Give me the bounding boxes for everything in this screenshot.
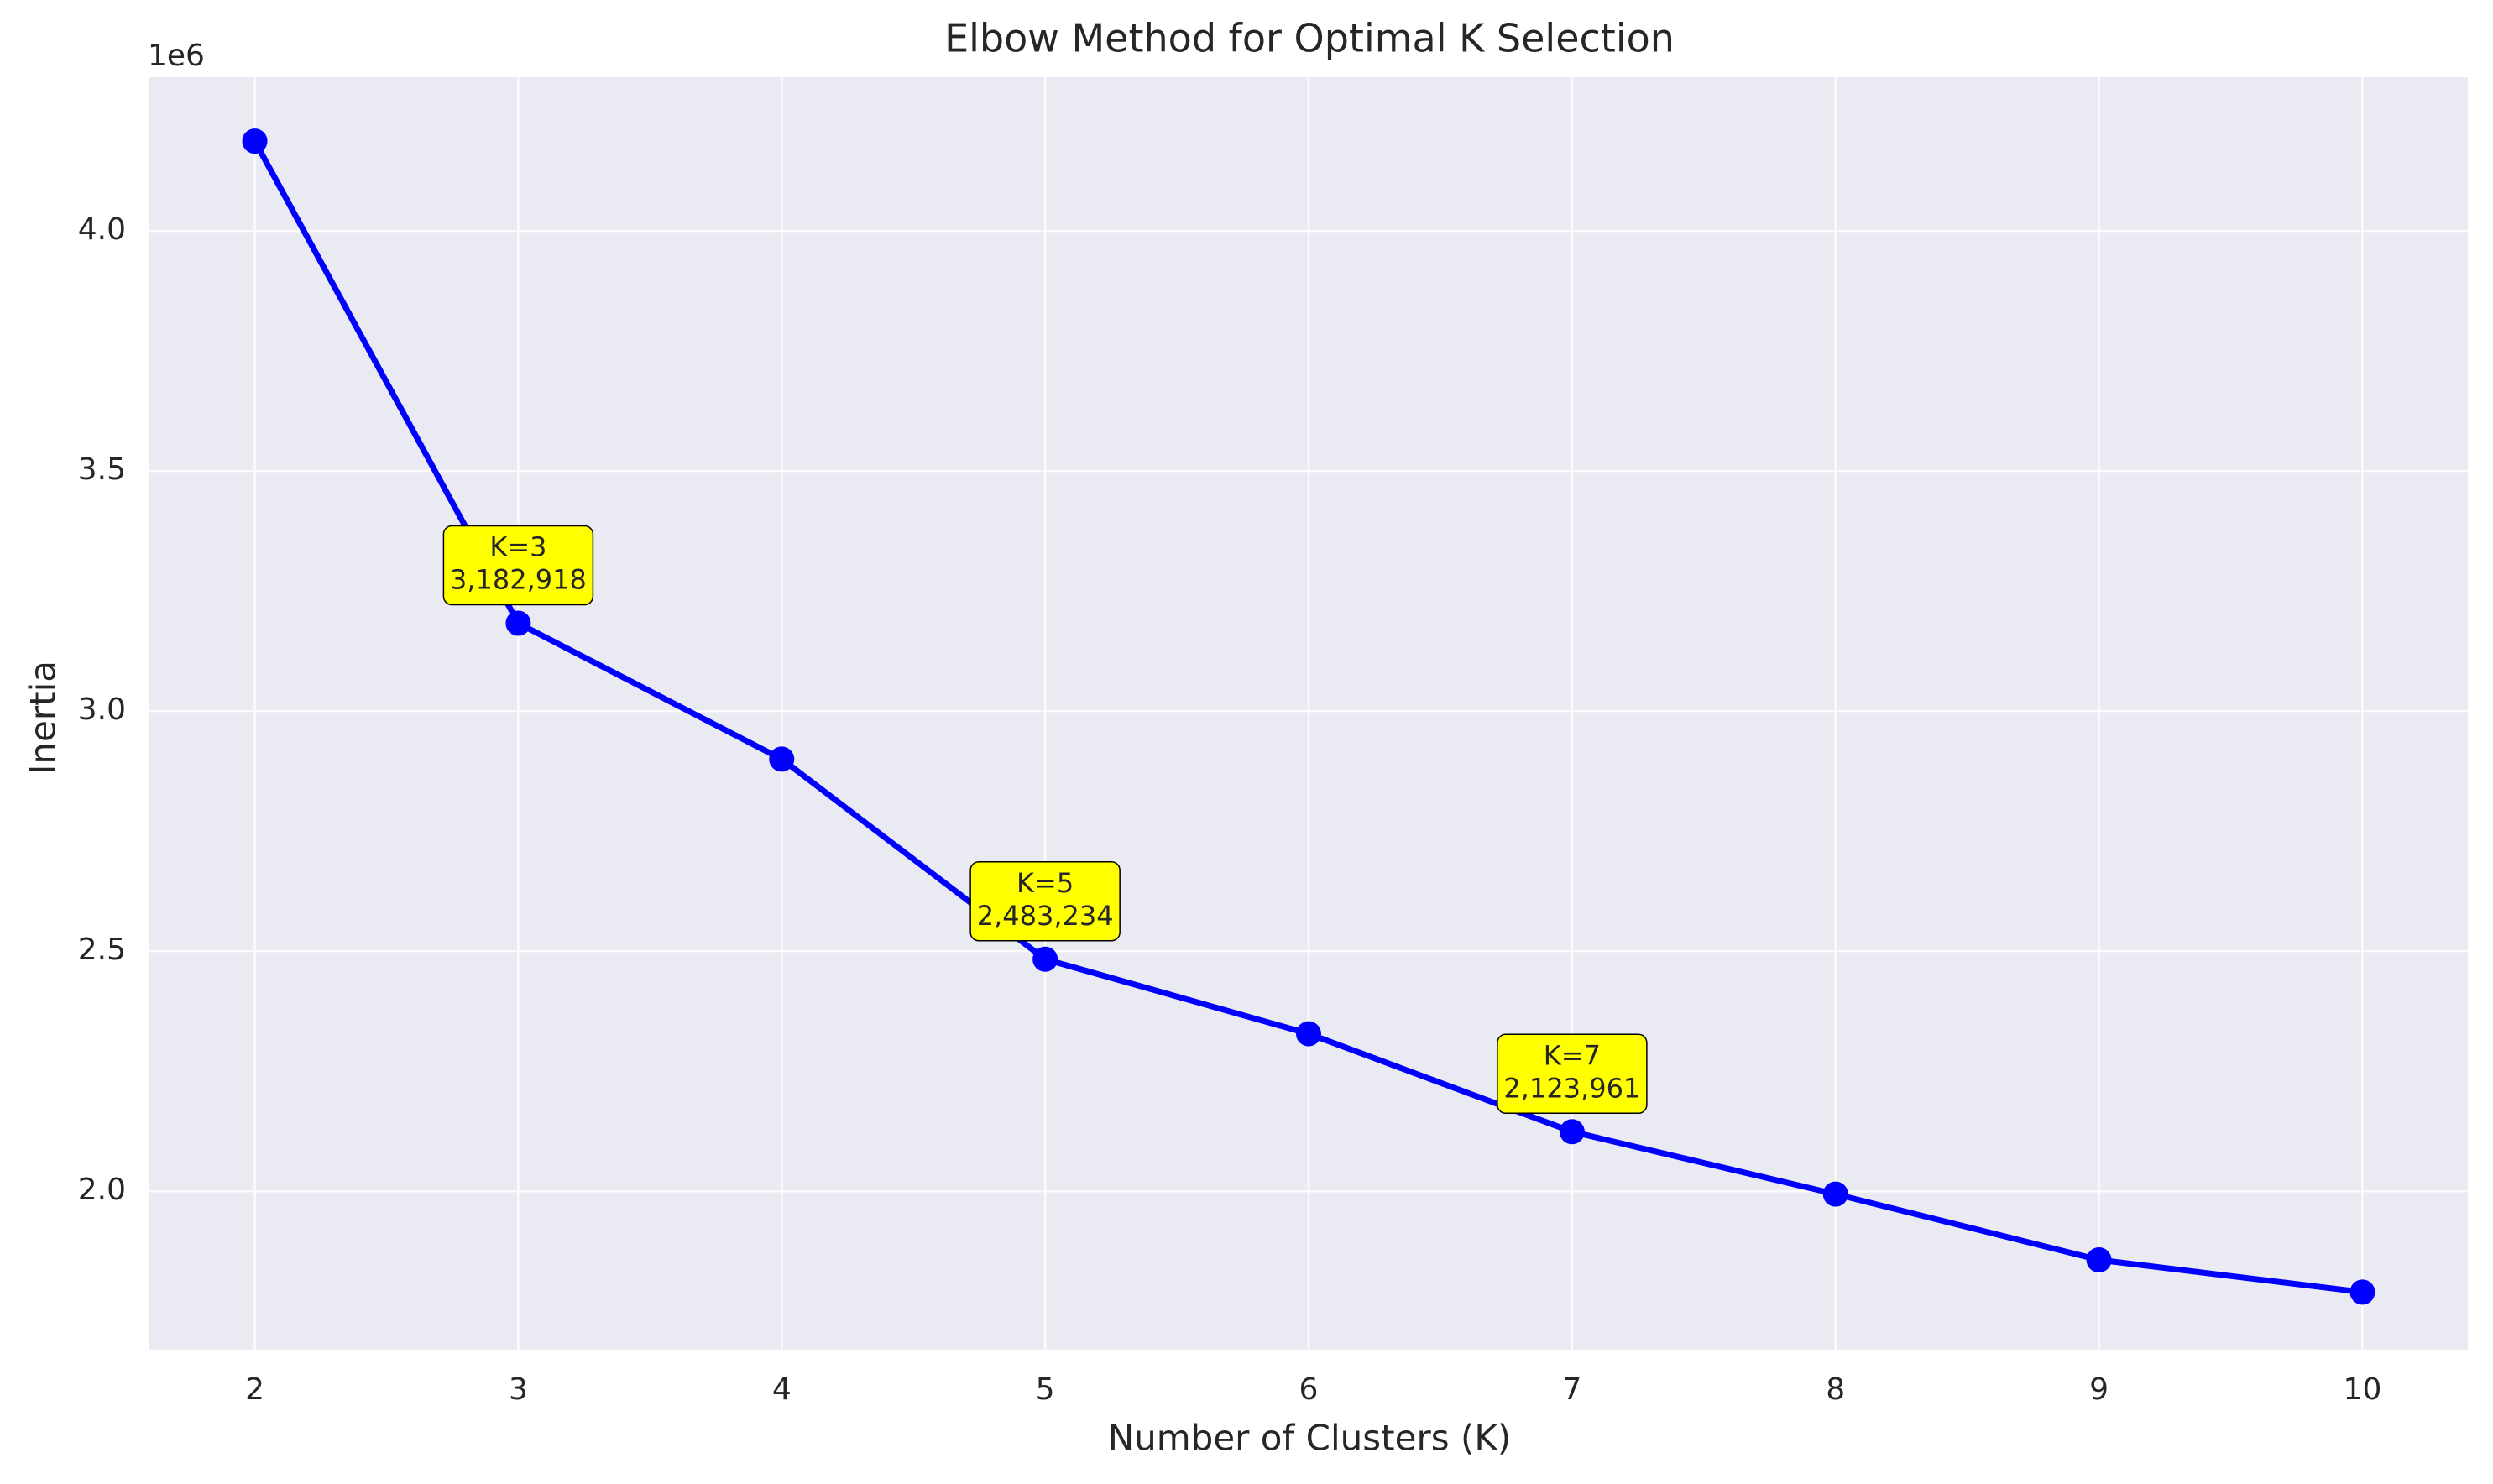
annotation-callout: K=72,123,961 (1497, 1033, 1648, 1115)
data-point (1822, 1181, 1848, 1207)
data-point (2349, 1279, 2375, 1305)
annotation-label: 2,483,234 (977, 900, 1114, 932)
data-point (1032, 946, 1058, 972)
y-tick-label: 2.5 (78, 933, 126, 967)
annotation-box (442, 525, 594, 606)
annotation-box (970, 861, 1121, 942)
x-tick-label: 9 (2089, 1372, 2109, 1407)
y-axis-label: Inertia (23, 661, 64, 775)
annotation-label: 3,182,918 (450, 563, 587, 595)
annotations: K=33,182,918 K=52,483,234 K=72,123,961 (442, 525, 1648, 1115)
annotation-callout: K=33,182,918 (442, 525, 594, 606)
data-point (769, 746, 795, 772)
x-axis-label: Number of Clusters (K) (1108, 1418, 1512, 1459)
y-tick-labels: 2.0 2.5 3.0 3.5 4.0 (78, 212, 126, 1207)
x-tick-label: 3 (509, 1372, 528, 1407)
x-tick-label: 6 (1299, 1372, 1319, 1407)
annotation-callout: K=52,483,234 (970, 861, 1121, 942)
annotation-label: 2,123,961 (1503, 1072, 1640, 1104)
grid-lines (149, 77, 2468, 1350)
annotation-box (1497, 1033, 1648, 1115)
data-point (2086, 1247, 2112, 1273)
x-tick-label: 7 (1562, 1372, 1581, 1407)
x-tick-labels: 2 3 4 5 6 7 8 9 10 (245, 1372, 2381, 1407)
x-tick-label: 2 (245, 1372, 264, 1407)
x-tick-label: 5 (1036, 1372, 1055, 1407)
chart-title: Elbow Method for Optimal K Selection (944, 16, 1675, 61)
series-layer (242, 128, 2375, 1305)
data-point (242, 128, 268, 154)
y-tick-label: 3.0 (78, 692, 126, 727)
y-tick-label: 2.0 (78, 1173, 126, 1207)
annotation-label: K=5 (1017, 867, 1074, 899)
annotation-label: K=7 (1544, 1039, 1601, 1071)
x-tick-label: 10 (2344, 1372, 2382, 1407)
data-point (505, 610, 531, 636)
y-axis-offset-label: 1e6 (148, 39, 205, 73)
y-tick-label: 4.0 (78, 212, 126, 247)
x-tick-label: 8 (1826, 1372, 1845, 1407)
y-tick-label: 3.5 (78, 452, 126, 487)
annotation-label: K=3 (489, 530, 546, 562)
data-point (1559, 1119, 1585, 1145)
x-tick-label: 4 (772, 1372, 792, 1407)
data-point (1296, 1021, 1321, 1047)
